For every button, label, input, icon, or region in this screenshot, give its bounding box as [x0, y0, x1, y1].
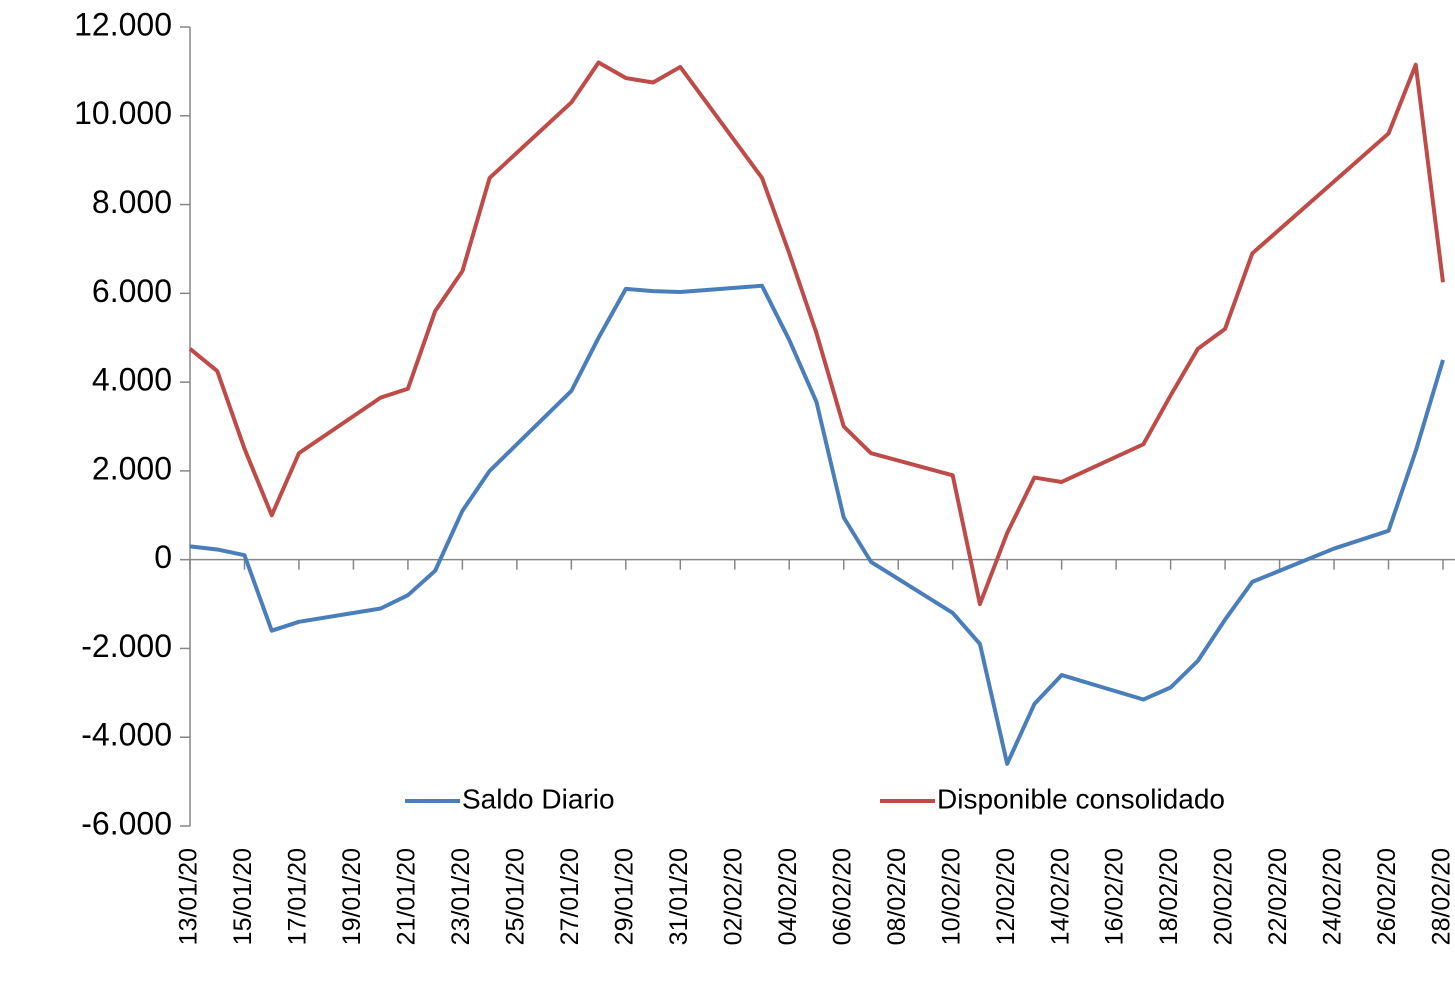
x-tick-label: 28/02/20	[1428, 848, 1455, 945]
x-tick-label: 20/02/20	[1210, 848, 1238, 945]
y-tick-label: 2.000	[92, 450, 172, 486]
legend-label: Saldo Diario	[462, 783, 615, 814]
x-tick-label: 26/02/20	[1373, 848, 1401, 945]
x-tick-label: 17/01/20	[284, 848, 312, 945]
x-tick-label: 02/02/20	[719, 848, 747, 945]
y-tick-label: 6.000	[92, 273, 172, 309]
series-line	[189, 283, 1445, 766]
y-tick-label: 0	[154, 539, 172, 575]
x-tick-label: 19/01/20	[338, 848, 366, 945]
y-tick-label: -2.000	[81, 628, 172, 664]
x-tick-label: 31/01/20	[665, 848, 693, 945]
x-tick-label: 24/02/20	[1319, 848, 1347, 945]
x-tick-label: 25/01/20	[501, 848, 529, 945]
x-tick-label: 27/01/20	[556, 848, 584, 945]
x-tick-label: 23/01/20	[447, 848, 475, 945]
series-line	[188, 60, 1445, 607]
x-tick-label: 12/02/20	[992, 848, 1020, 945]
x-tick-label: 04/02/20	[774, 848, 802, 945]
legend-label: Disponible consolidado	[937, 783, 1225, 814]
x-tick-label: 22/02/20	[1264, 848, 1292, 945]
y-tick-label: 8.000	[92, 184, 172, 220]
y-tick-label: -6.000	[81, 805, 172, 841]
x-tick-label: 13/01/20	[175, 848, 203, 945]
x-tick-label: 21/01/20	[393, 848, 421, 945]
x-tick-label: 29/01/20	[610, 848, 638, 945]
y-tick-label: 10.000	[74, 95, 172, 131]
x-tick-label: 10/02/20	[937, 848, 965, 945]
x-tick-label: 18/02/20	[1155, 848, 1183, 945]
y-tick-label: 4.000	[92, 362, 172, 398]
x-tick-label: 16/02/20	[1101, 848, 1129, 945]
x-tick-label: 14/02/20	[1046, 848, 1074, 945]
x-tick-label: 06/02/20	[828, 848, 856, 945]
x-tick-label: 08/02/20	[883, 848, 911, 945]
x-tick-label: 15/01/20	[229, 848, 257, 945]
y-tick-label: -4.000	[81, 717, 172, 753]
y-tick-label: 12.000	[74, 6, 172, 42]
